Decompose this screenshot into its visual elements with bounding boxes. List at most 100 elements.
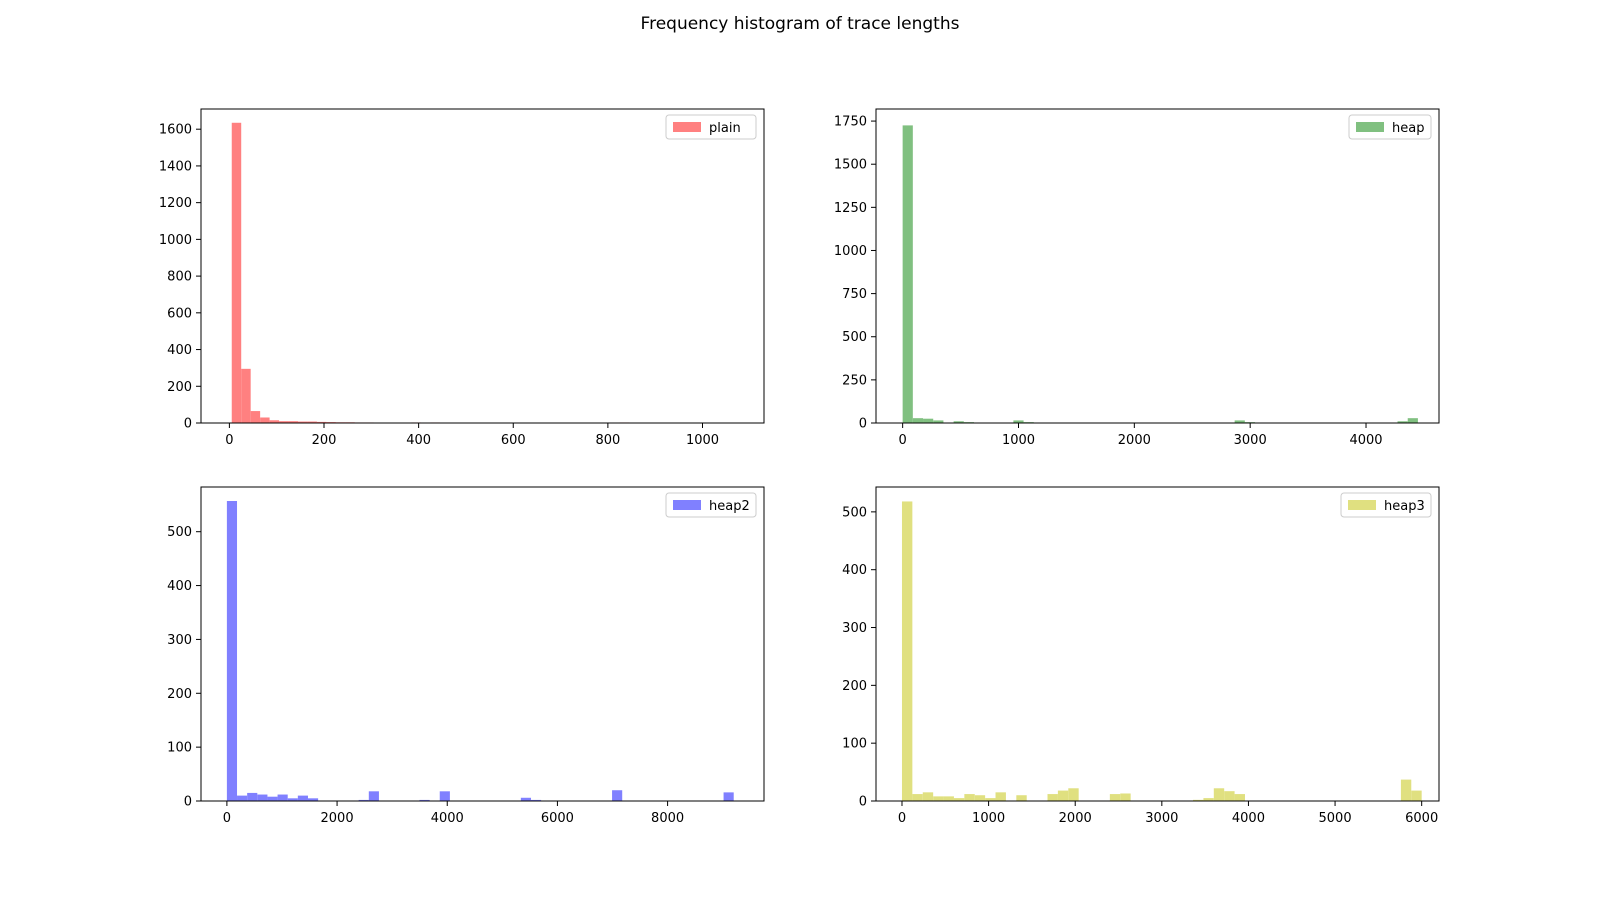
histogram-bar xyxy=(260,417,270,423)
axes-frame xyxy=(200,108,765,424)
histogram-bar xyxy=(1400,779,1412,801)
histogram-bar xyxy=(612,790,623,801)
legend: heap3 xyxy=(1340,492,1432,518)
legend-box xyxy=(1348,114,1432,140)
y-tick-label: 1000 xyxy=(159,233,192,248)
y-tick-label: 1750 xyxy=(834,115,867,130)
histogram-bar xyxy=(1213,788,1225,801)
histogram-bar xyxy=(419,799,430,801)
histogram-bar xyxy=(237,795,248,801)
histogram-bar xyxy=(307,798,319,801)
histogram-bar xyxy=(250,411,261,423)
histogram-bar xyxy=(297,795,308,801)
histogram-bar xyxy=(1057,790,1069,801)
histogram-bar xyxy=(1120,793,1131,801)
y-tick-label: 300 xyxy=(842,621,867,636)
histogram-bar xyxy=(241,368,251,423)
y-tick-label: 1400 xyxy=(159,159,192,174)
legend-box xyxy=(665,492,757,518)
histogram-bar xyxy=(964,794,975,801)
histogram-bar xyxy=(953,421,964,423)
x-tick-label: 1000 xyxy=(686,433,719,448)
histogram-bar xyxy=(1068,788,1079,801)
x-tick-label: 1000 xyxy=(1002,433,1035,448)
histogram-bar xyxy=(287,798,298,801)
histogram-bar xyxy=(902,125,913,423)
legend-label: plain xyxy=(709,121,741,136)
histogram-bar xyxy=(358,799,369,801)
y-tick-label: 500 xyxy=(167,525,192,540)
legend-swatch xyxy=(673,500,701,510)
x-tick-label: 4000 xyxy=(431,811,464,826)
histogram-bar xyxy=(1407,418,1418,423)
y-tick-label: 100 xyxy=(167,741,192,756)
x-tick-label: 0 xyxy=(898,811,906,826)
axes-frame xyxy=(875,108,1440,424)
histogram-bar xyxy=(912,418,924,423)
x-tick-label: 200 xyxy=(312,433,337,448)
histogram-bar xyxy=(953,798,965,801)
x-tick-label: 8000 xyxy=(651,811,684,826)
y-tick-label: 300 xyxy=(167,633,192,648)
x-tick-label: 0 xyxy=(899,433,907,448)
histogram-bar xyxy=(974,795,986,801)
axes-frame xyxy=(875,486,1440,802)
x-tick-label: 3000 xyxy=(1145,811,1178,826)
figure-title: Frequency histogram of trace lengths xyxy=(640,14,960,34)
histogram-bar xyxy=(439,791,450,801)
y-tick-label: 1500 xyxy=(834,158,867,173)
histogram-bar xyxy=(1234,420,1245,423)
x-tick-label: 400 xyxy=(406,433,431,448)
histogram-bar xyxy=(530,799,542,801)
y-tick-label: 500 xyxy=(842,330,867,345)
y-tick-label: 0 xyxy=(859,795,867,810)
histogram-bar xyxy=(231,122,242,424)
y-tick-label: 1250 xyxy=(834,201,867,216)
histogram-bar xyxy=(1193,799,1204,801)
histogram-bar xyxy=(307,421,317,423)
y-tick-label: 200 xyxy=(167,380,192,395)
legend-box xyxy=(665,114,757,140)
histogram-bar xyxy=(923,418,934,423)
histogram-bar xyxy=(723,792,734,801)
histogram-panel-2: 0 1000 2000 3000 4000 0 250 500 750 1000 1250 1500 1… xyxy=(834,108,1440,448)
x-tick-label: 2000 xyxy=(1059,811,1092,826)
y-tick-label: 400 xyxy=(167,579,192,594)
x-tick-label: 0 xyxy=(223,811,231,826)
legend-label: heap xyxy=(1392,121,1424,136)
histogram-panel-1: 0 200 400 600 800 1000 0 200 400 600 800 1000 1200 14… xyxy=(159,108,765,448)
legend-swatch xyxy=(1356,122,1384,132)
x-tick-label: 6000 xyxy=(541,811,574,826)
histogram-bar xyxy=(1047,794,1058,801)
histogram-bar xyxy=(257,794,268,801)
y-tick-label: 500 xyxy=(842,505,867,520)
histogram-bar xyxy=(1013,420,1024,423)
axes-frame xyxy=(200,486,765,802)
y-tick-label: 400 xyxy=(842,563,867,578)
histogram-bar xyxy=(520,797,531,801)
legend: heap2 xyxy=(665,492,757,518)
x-tick-label: 2000 xyxy=(1118,433,1151,448)
histogram-bar xyxy=(269,420,280,423)
x-tick-label: 6000 xyxy=(1405,811,1438,826)
histogram-bar xyxy=(279,421,289,423)
y-tick-label: 1600 xyxy=(159,123,192,138)
histogram-bar xyxy=(1016,795,1027,801)
y-tick-label: 1000 xyxy=(834,244,867,259)
histogram-bar xyxy=(247,792,258,801)
x-tick-label: 4000 xyxy=(1232,811,1265,826)
legend: plain xyxy=(665,114,757,140)
y-tick-label: 0 xyxy=(184,417,192,432)
legend-label: heap2 xyxy=(709,499,750,514)
x-tick-label: 600 xyxy=(501,433,526,448)
x-tick-label: 4000 xyxy=(1349,433,1382,448)
histogram-bar xyxy=(267,796,278,801)
histogram-bar xyxy=(1109,794,1121,801)
histogram-bar xyxy=(943,796,954,801)
histogram-bar xyxy=(995,792,1006,801)
histogram-bar xyxy=(985,798,996,801)
histogram-bar xyxy=(297,421,308,423)
histogram-bar xyxy=(1234,794,1245,801)
x-tick-label: 0 xyxy=(225,433,233,448)
